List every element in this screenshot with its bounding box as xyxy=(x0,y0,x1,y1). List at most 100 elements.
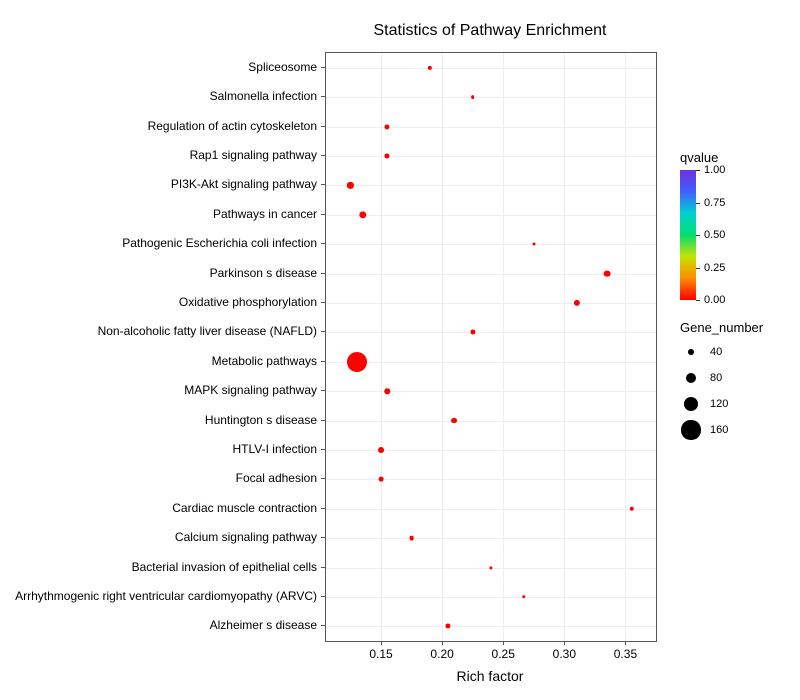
y-tick xyxy=(321,596,325,597)
legend-size-dot xyxy=(681,420,700,439)
legend-qvalue-tick xyxy=(696,300,700,301)
legend-size-label: 40 xyxy=(710,346,722,358)
y-category-label: Calcium signaling pathway xyxy=(175,531,317,543)
gridline-h xyxy=(326,127,656,128)
gridline-v xyxy=(564,53,565,641)
x-tick-label: 0.15 xyxy=(369,647,392,661)
x-axis-title: Rich factor xyxy=(457,668,524,684)
y-category-label: Metabolic pathways xyxy=(212,355,317,367)
legend-qvalue-gradient xyxy=(680,170,696,300)
legend-size-item: 80 xyxy=(680,366,722,390)
data-point xyxy=(385,153,390,158)
gridline-h xyxy=(326,244,656,245)
legend-size-item: 160 xyxy=(680,418,728,442)
gridline-v xyxy=(625,53,626,641)
data-point xyxy=(470,330,475,335)
gridline-h xyxy=(326,479,656,480)
legend-size-dot xyxy=(686,373,696,383)
y-category-label: Non-alcoholic fatty liver disease (NAFLD… xyxy=(98,325,317,337)
legend-qvalue-tick xyxy=(696,203,700,204)
y-tick xyxy=(321,184,325,185)
data-point xyxy=(451,418,457,424)
y-category-label: Rap1 signaling pathway xyxy=(190,149,317,161)
gridline-h xyxy=(326,68,656,69)
data-point xyxy=(522,595,525,598)
gridline-h xyxy=(326,332,656,333)
data-point xyxy=(604,270,611,277)
plot-area: 0.150.200.250.300.35 xyxy=(325,52,657,642)
gridline-h xyxy=(326,303,656,304)
y-category-label: Arrhythmogenic right ventricular cardiom… xyxy=(15,590,317,602)
y-category-label: Huntington s disease xyxy=(205,414,317,426)
gridline-h xyxy=(326,185,656,186)
gridline-h xyxy=(326,215,656,216)
x-tick-label: 0.20 xyxy=(430,647,453,661)
legend-size-dot xyxy=(688,349,694,355)
x-tick-label: 0.30 xyxy=(553,647,576,661)
legend-qvalue-tick xyxy=(696,235,700,236)
gridline-h xyxy=(326,156,656,157)
data-point xyxy=(385,124,390,129)
gridline-h xyxy=(326,538,656,539)
y-category-label: Alzheimer s disease xyxy=(210,619,317,631)
x-tick xyxy=(442,641,443,645)
legend-size-label: 120 xyxy=(710,398,728,410)
y-category-label: Pathogenic Escherichia coli infection xyxy=(122,237,317,249)
gridline-h xyxy=(326,450,656,451)
legend-size-item: 120 xyxy=(680,392,728,416)
y-tick xyxy=(321,625,325,626)
gridline-v xyxy=(442,53,443,641)
data-point xyxy=(629,506,634,511)
y-category-label: HTLV-I infection xyxy=(233,443,317,455)
legend-qvalue-label: 1.00 xyxy=(704,165,725,176)
data-point xyxy=(471,95,475,99)
legend-size-item: 40 xyxy=(680,340,722,364)
data-point xyxy=(347,182,353,188)
y-tick xyxy=(321,67,325,68)
y-category-label: Oxidative phosphorylation xyxy=(179,296,317,308)
data-point xyxy=(359,211,366,218)
y-tick xyxy=(321,96,325,97)
data-point xyxy=(379,477,384,482)
data-point xyxy=(489,566,492,569)
y-tick xyxy=(321,126,325,127)
y-category-label: MAPK signaling pathway xyxy=(184,384,317,396)
data-point xyxy=(428,66,432,70)
gridline-h xyxy=(326,421,656,422)
gridline-h xyxy=(326,97,656,98)
legend-size-label: 80 xyxy=(710,372,722,384)
y-tick xyxy=(321,567,325,568)
y-category-label: Bacterial invasion of epithelial cells xyxy=(132,561,317,573)
y-category-label: Cardiac muscle contraction xyxy=(172,502,317,514)
data-point xyxy=(409,536,414,541)
x-tick xyxy=(564,641,565,645)
y-category-label: Regulation of actin cytoskeleton xyxy=(148,120,317,132)
legend-qvalue-label: 0.50 xyxy=(704,230,725,241)
chart-container: Statistics of Pathway Enrichment 0.150.2… xyxy=(0,0,800,700)
data-point xyxy=(347,352,367,372)
y-tick xyxy=(321,273,325,274)
y-tick xyxy=(321,420,325,421)
y-tick xyxy=(321,361,325,362)
legend-qvalue-title: qvalue xyxy=(680,150,718,165)
chart-title: Statistics of Pathway Enrichment xyxy=(360,22,620,40)
legend-qvalue-tick xyxy=(696,170,700,171)
x-tick xyxy=(625,641,626,645)
x-tick-label: 0.25 xyxy=(492,647,515,661)
x-tick xyxy=(381,641,382,645)
y-category-label: Parkinson s disease xyxy=(210,267,317,279)
y-tick xyxy=(321,302,325,303)
y-category-label: Salmonella infection xyxy=(210,90,317,102)
legend-qvalue-label: 0.75 xyxy=(704,198,725,209)
legend-size-title: Gene_number xyxy=(680,320,763,335)
legend-qvalue-tick xyxy=(696,268,700,269)
gridline-h xyxy=(326,626,656,627)
y-tick xyxy=(321,331,325,332)
y-category-label: Focal adhesion xyxy=(236,472,317,484)
data-point xyxy=(573,300,579,306)
gridline-h xyxy=(326,391,656,392)
gridline-v xyxy=(503,53,504,641)
gridline-h xyxy=(326,597,656,598)
gridline-v xyxy=(381,53,382,641)
y-tick xyxy=(321,449,325,450)
